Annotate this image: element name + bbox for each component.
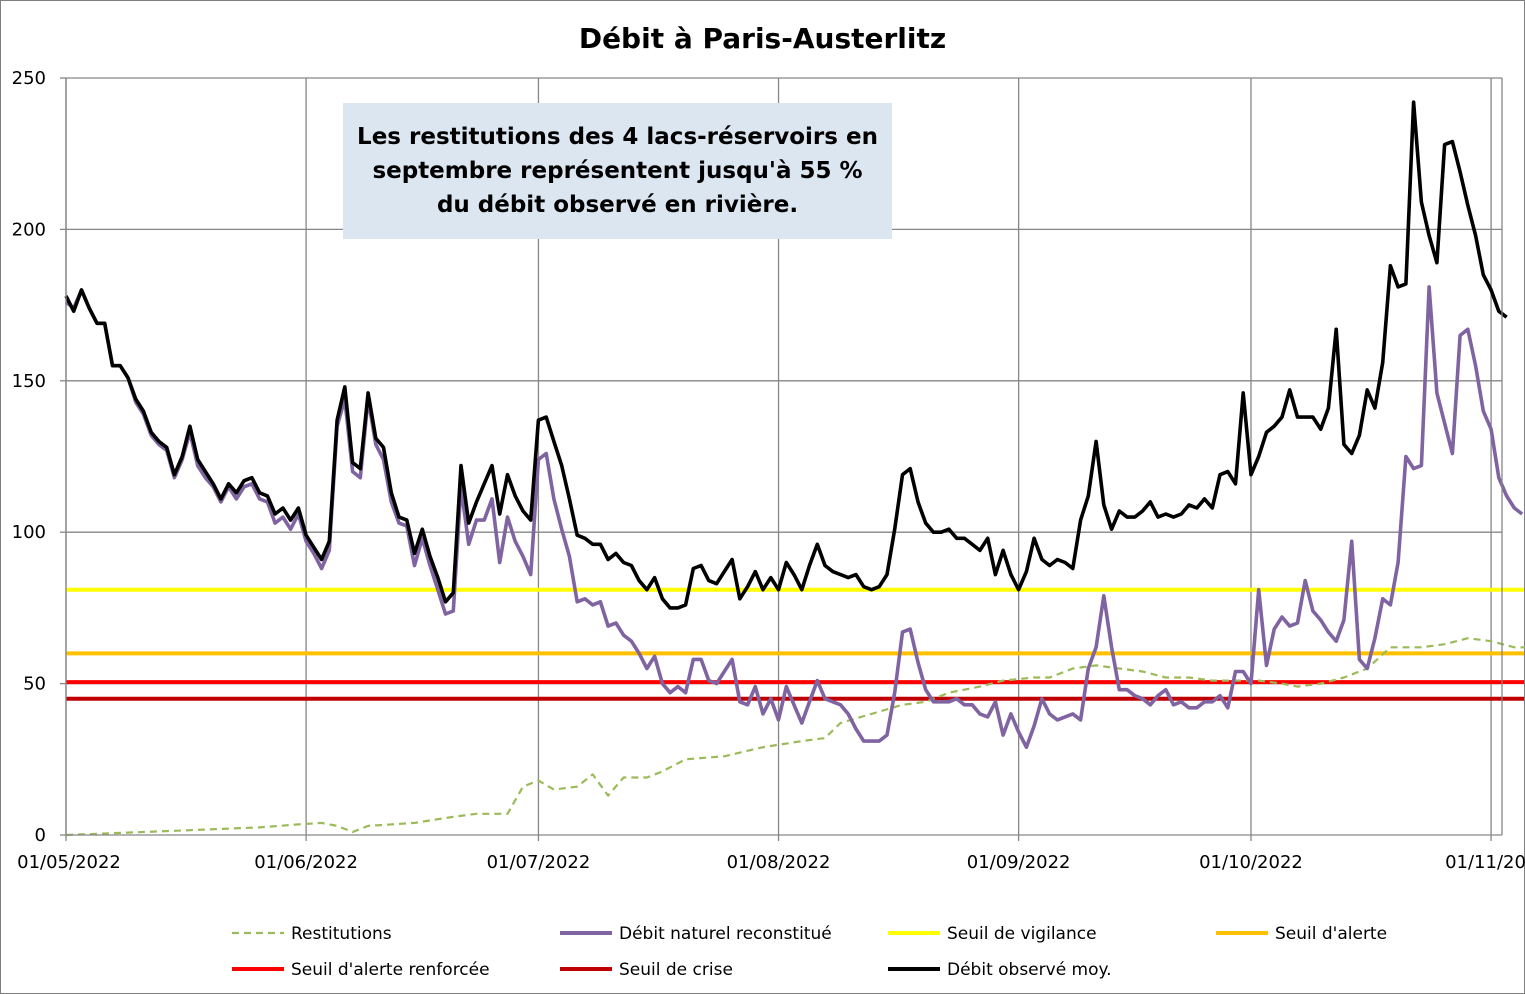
legend-label: Débit naturel reconstitué (619, 924, 832, 944)
x-tick-labels: 01/05/2022 01/06/2022 01/07/2022 01/08/2022… (17, 852, 1525, 873)
annotation-box: Les restitutions des 4 lacs-réservoirs e… (343, 103, 892, 239)
chart-title: Débit à Paris-Austerlitz (578, 22, 947, 55)
legend-label: Seuil de vigilance (947, 924, 1097, 944)
axes (60, 77, 1503, 841)
y-tick-label: 100 (12, 522, 46, 543)
y-tick-label: 0 (35, 825, 46, 846)
x-tick-label: 01/08/2022 (727, 852, 831, 873)
y-tick-label: 50 (23, 674, 46, 695)
x-tick-label: 01/11/20 (1445, 852, 1525, 873)
x-tick-label: 01/09/2022 (967, 852, 1071, 873)
y-tick-label: 150 (12, 371, 46, 392)
legend-label: Seuil d'alerte renforcée (291, 960, 490, 980)
legend-label: Seuil d'alerte (1275, 924, 1387, 944)
legend-label: Seuil de crise (619, 960, 733, 980)
legend-label: Débit observé moy. (947, 960, 1112, 980)
data-series (64, 100, 1525, 837)
x-tick-label: 01/06/2022 (254, 852, 358, 873)
annotation-text: Les restitutions des 4 lacs-réservoirs e… (357, 124, 878, 218)
series-line (64, 285, 1524, 749)
y-tick-label: 250 (12, 68, 46, 89)
series-line (64, 100, 1508, 610)
threshold-lines (66, 587, 1524, 701)
legend: Restitutions Débit naturel reconstitué Seu… (232, 924, 1387, 980)
x-tick-label: 01/07/2022 (487, 852, 591, 873)
series-line (65, 637, 1525, 837)
x-tick-label: 01/05/2022 (17, 852, 121, 873)
y-tick-label: 200 (12, 219, 46, 240)
x-tick-label: 01/10/2022 (1199, 852, 1303, 873)
y-tick-labels: 0 50 100 150 200 250 (12, 68, 46, 846)
legend-label: Restitutions (291, 924, 392, 944)
